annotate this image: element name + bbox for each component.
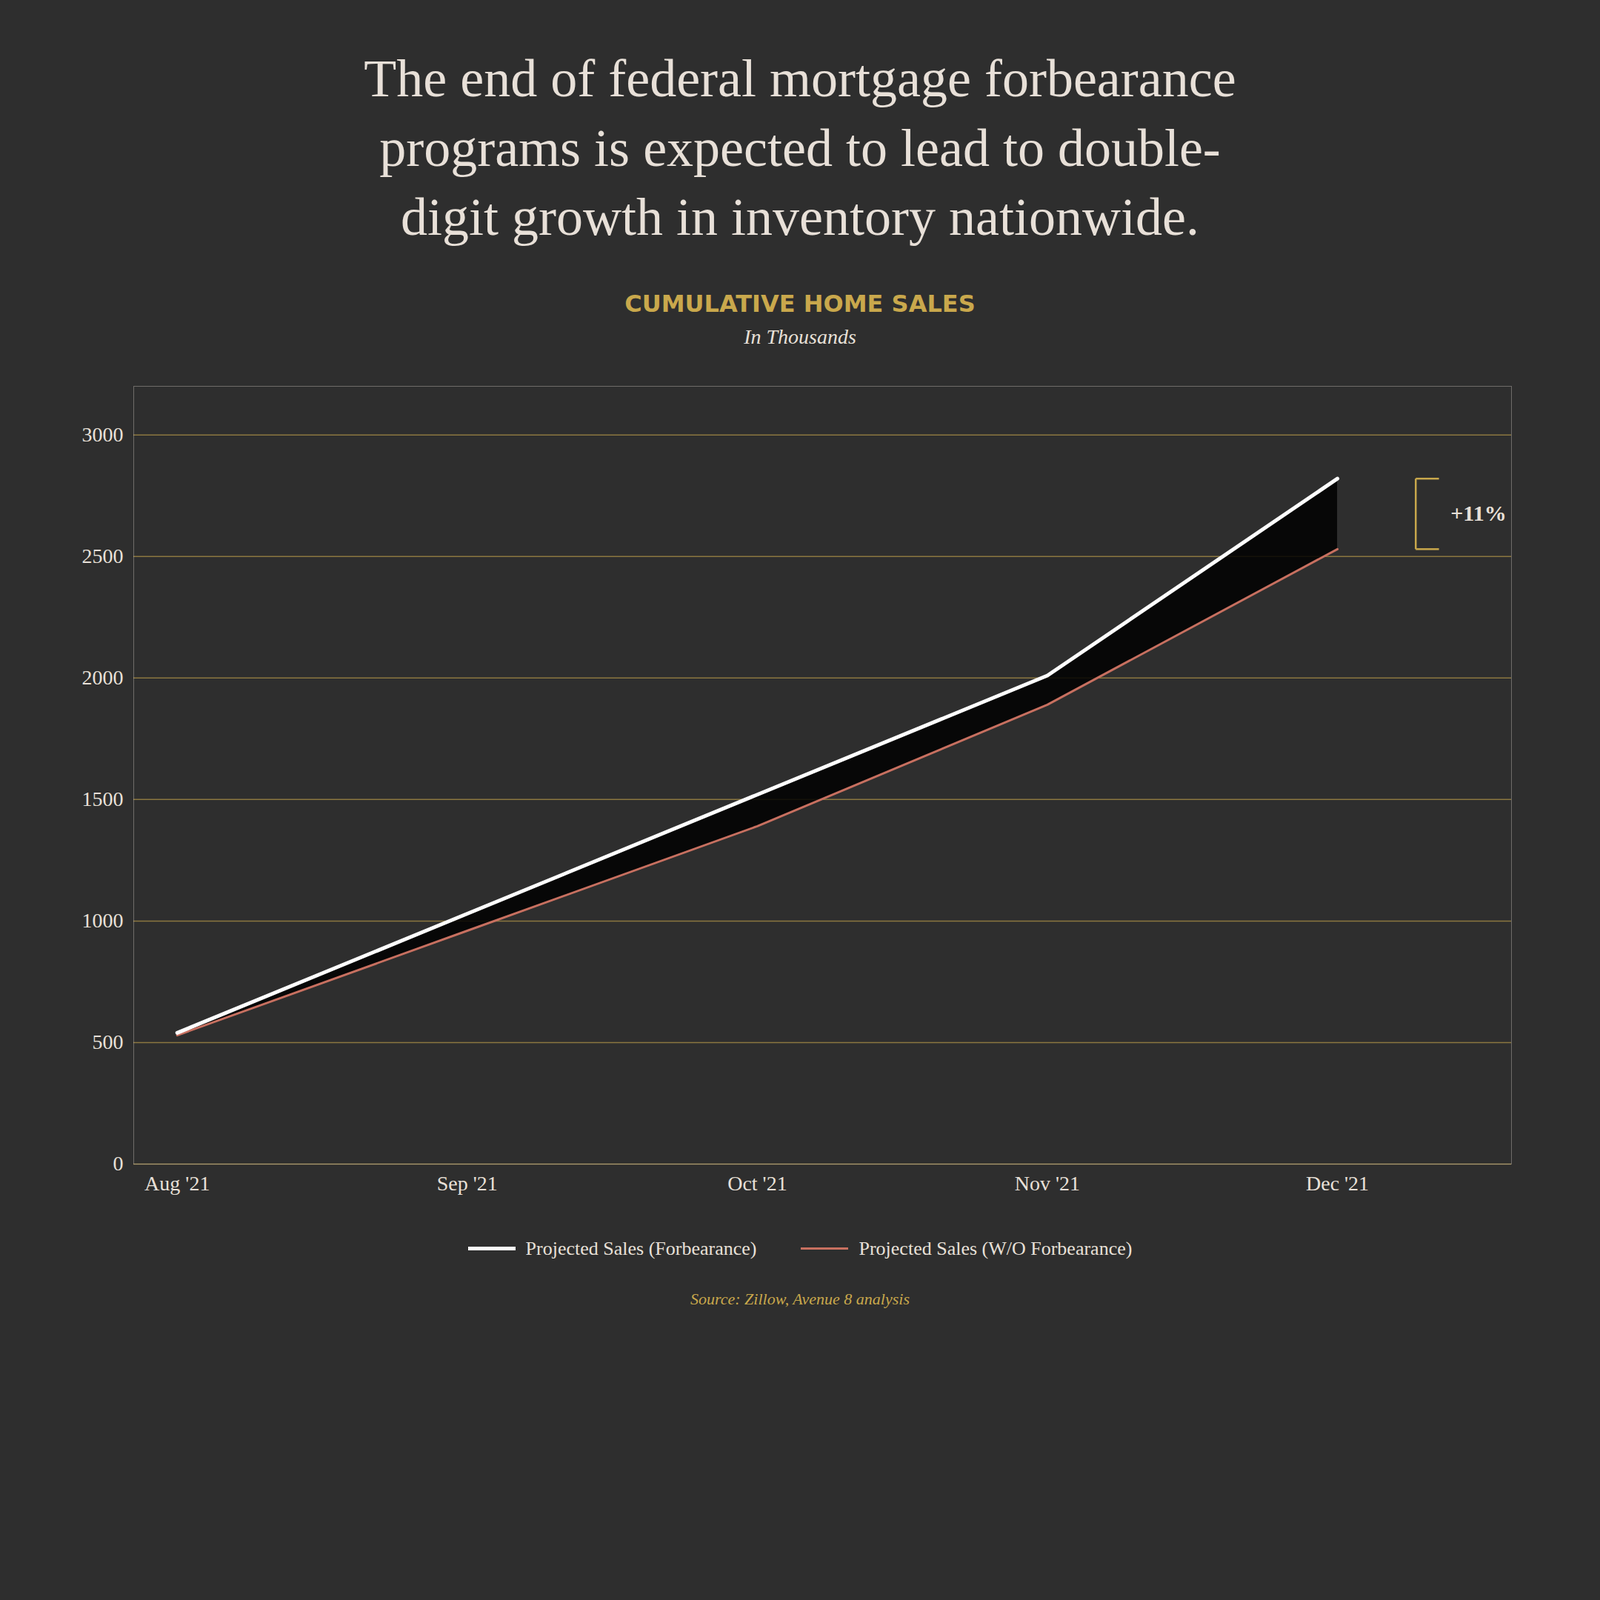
svg-text:0: 0 <box>113 1151 124 1175</box>
html-text:The end of federal mortgage fo: The end of federal mortgage forbearance … <box>363 48 1237 247</box>
html-text:Source: Zillow, Avenue 8 analy: Source: Zillow, Avenue 8 analysis <box>690 1289 910 1308</box>
svg-text:Sep '21: Sep '21 <box>437 1171 498 1195</box>
html-text:CUMULATIVE HOME SALES: CUMULATIVE HOME SALES <box>624 289 976 318</box>
svg-text:+11%: +11% <box>1450 500 1506 526</box>
html-text:Projected Sales (Forbearance): Projected Sales (Forbearance) <box>525 1237 757 1260</box>
html-text:Projected Sales (W/O Forbearan: Projected Sales (W/O Forbearance) <box>858 1237 1133 1260</box>
svg-text:Oct '21: Oct '21 <box>727 1171 787 1195</box>
svg-text:2500: 2500 <box>82 544 124 568</box>
svg-text:1500: 1500 <box>82 787 124 811</box>
svg-text:Dec '21: Dec '21 <box>1305 1171 1369 1195</box>
svg-text:Aug '21: Aug '21 <box>144 1171 210 1195</box>
svg-text:Nov '21: Nov '21 <box>1014 1171 1080 1195</box>
svg-text:1000: 1000 <box>82 908 124 932</box>
svg-text:500: 500 <box>92 1030 124 1054</box>
svg-text:3000: 3000 <box>82 422 124 446</box>
html-text:In Thousands: In Thousands <box>743 325 857 348</box>
svg-text:2000: 2000 <box>82 665 124 689</box>
